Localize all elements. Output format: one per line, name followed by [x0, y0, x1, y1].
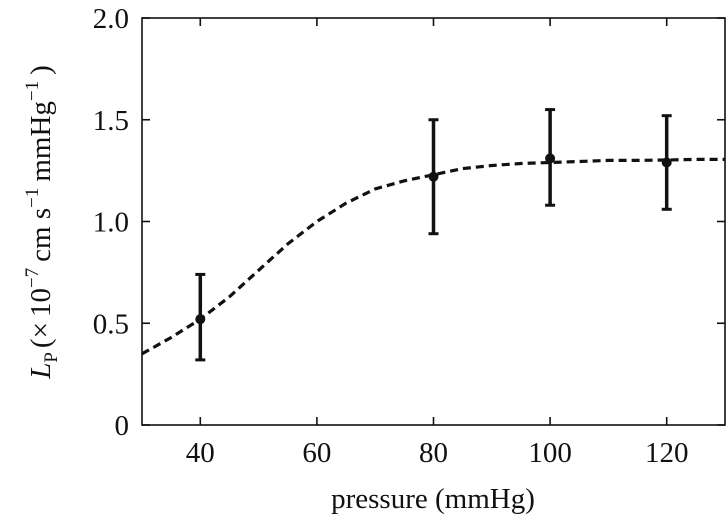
- x-tick-label: 100: [528, 437, 572, 469]
- data-point: [195, 272, 206, 362]
- data-point: [428, 118, 439, 236]
- x-axis-label: pressure (mmHg): [331, 483, 535, 515]
- x-tick-label: 120: [645, 437, 689, 469]
- data-points: [195, 108, 672, 362]
- y-tick-label: 2.0: [93, 3, 129, 35]
- x-axis-ticks: 40 60 80 100 120: [186, 18, 689, 469]
- x-tick-label: 40: [186, 437, 215, 469]
- data-point: [661, 114, 672, 211]
- point-marker: [661, 157, 672, 168]
- y-tick-label: 1.5: [93, 105, 129, 137]
- point-marker: [428, 171, 439, 182]
- x-tick-label: 80: [419, 437, 448, 469]
- y-axis-label: LP(×10−7cm s−1mmHg−1): [22, 65, 62, 380]
- fit-curve: [141, 157, 725, 356]
- y-axis-ticks: 0 0.5 1.0 1.5 2.0: [93, 3, 725, 442]
- y-tick-label: 0: [115, 410, 130, 442]
- point-marker: [195, 314, 206, 325]
- point-marker: [545, 153, 556, 164]
- data-point: [545, 108, 556, 207]
- y-tick-label: 1.0: [93, 207, 129, 239]
- x-tick-label: 60: [302, 437, 331, 469]
- y-tick-label: 0.5: [93, 308, 129, 340]
